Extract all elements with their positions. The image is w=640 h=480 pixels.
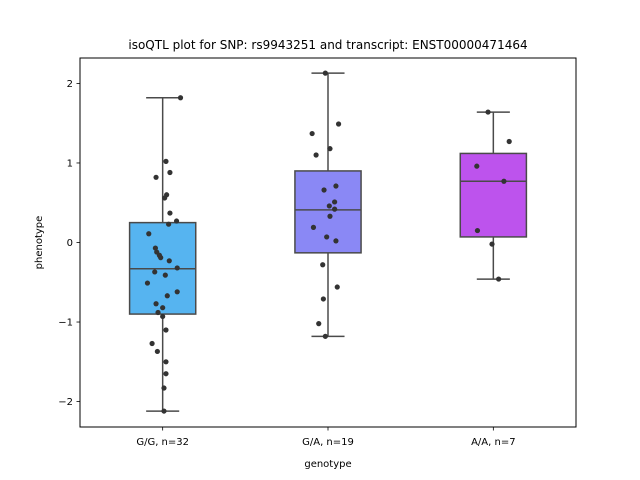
data-point — [166, 258, 172, 264]
y-axis: −2 −1 0 1 2 — [58, 79, 80, 408]
data-point — [149, 340, 155, 347]
data-point — [167, 169, 173, 176]
data-point — [146, 231, 152, 237]
data-point — [173, 218, 180, 224]
points-layer — [144, 70, 512, 414]
data-point — [313, 152, 319, 158]
data-point — [161, 408, 167, 414]
data-point — [163, 158, 169, 164]
data-point — [174, 289, 180, 295]
data-point — [333, 238, 339, 244]
x-tick-label: G/G, n=32 — [136, 437, 189, 448]
data-point — [154, 348, 160, 355]
data-point — [322, 70, 328, 76]
box-iqr — [294, 170, 362, 254]
data-point — [163, 327, 169, 333]
y-tick-label: −1 — [58, 318, 73, 329]
data-point — [163, 359, 169, 365]
data-point — [324, 234, 330, 240]
data-point — [177, 95, 184, 101]
data-point — [161, 385, 167, 391]
data-point — [162, 195, 168, 201]
data-point — [320, 262, 326, 268]
data-point — [158, 255, 164, 261]
data-point — [334, 284, 340, 290]
y-tick-label: −2 — [58, 397, 73, 408]
x-tick-label: G/A, n=19 — [302, 437, 354, 448]
y-tick-label: 1 — [67, 158, 73, 169]
y-tick-label: 2 — [67, 79, 73, 90]
data-point — [152, 245, 158, 251]
x-axis: G/G, n=32 G/A, n=19 A/A, n=7 — [136, 427, 516, 448]
data-point — [320, 296, 326, 302]
box-iqr — [459, 152, 528, 238]
data-point — [327, 213, 333, 219]
data-point — [321, 187, 327, 193]
data-point — [496, 276, 502, 282]
data-point — [174, 265, 180, 271]
data-point — [332, 199, 338, 205]
data-point — [474, 227, 481, 234]
data-point — [506, 138, 512, 145]
data-point — [164, 293, 170, 299]
data-point — [501, 178, 507, 184]
data-point — [160, 313, 166, 320]
y-axis-label: phenotype — [34, 216, 45, 270]
data-point — [153, 174, 159, 180]
data-point — [144, 280, 151, 286]
chart-title: isoQTL plot for SNP: rs9943251 and trans… — [128, 38, 527, 52]
data-point — [310, 224, 317, 230]
data-point — [335, 121, 342, 127]
data-point — [162, 272, 168, 278]
data-point — [333, 183, 339, 189]
data-point — [153, 301, 159, 307]
box-group — [294, 72, 362, 338]
data-point — [327, 146, 333, 152]
data-point — [160, 305, 166, 311]
x-tick-label: A/A, n=7 — [471, 437, 516, 448]
data-point — [316, 321, 322, 327]
data-point — [309, 130, 315, 137]
data-point — [326, 203, 332, 209]
y-tick-label: 0 — [67, 238, 73, 249]
data-point — [322, 333, 328, 339]
data-point — [166, 221, 172, 227]
data-point — [485, 109, 491, 115]
data-point — [167, 210, 173, 216]
x-axis-label: genotype — [304, 459, 351, 470]
data-point — [332, 206, 338, 212]
data-point — [474, 163, 480, 169]
data-point — [152, 269, 158, 275]
plot-area — [79, 57, 577, 428]
data-point — [489, 241, 495, 247]
data-point — [163, 371, 169, 377]
data-point — [155, 309, 161, 316]
